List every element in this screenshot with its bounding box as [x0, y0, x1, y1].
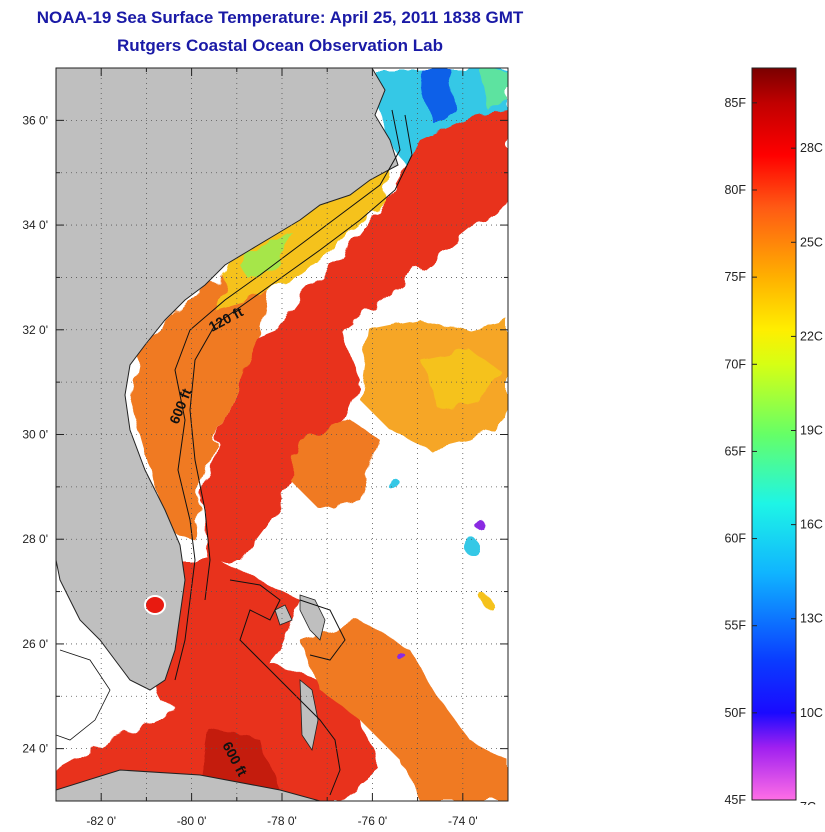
cold-spot [396, 651, 404, 659]
florida-straits-patch [150, 560, 300, 720]
celsius-label: 16C [800, 518, 823, 532]
contour-120ft [174, 109, 401, 681]
mid-orange-patch [290, 420, 380, 510]
fahrenheit-label: 50F [724, 706, 746, 720]
celsius-label: 13C [800, 612, 823, 626]
y-tick-label: 26 0' [22, 637, 48, 651]
x-axis-labels: -82 0' -80 0' -78 0' -76 0' -74 0' [86, 814, 477, 828]
fahrenheit-label: 45F [724, 793, 746, 805]
shelf-green-patch [240, 235, 295, 280]
celsius-label: 7C [800, 800, 816, 805]
offshore-yellow-patch [420, 350, 500, 410]
y-axis-labels: 36 0' 34 0' 32 0' 30 0' 28 0' 26 0' 24 0… [22, 113, 48, 755]
fahrenheit-labels: 85F 80F 75F 70F 65F 60F 55F 50F 45F [724, 96, 746, 805]
cuba-land [56, 769, 321, 801]
map-title: NOAA-19 Sea Surface Temperature: April 2… [36, 8, 524, 27]
fahrenheit-label: 85F [724, 96, 746, 110]
grid-lines [56, 68, 508, 801]
bahamas-island [274, 604, 293, 626]
sst-map: 120 ft 600 ft 600 ft -82 0' -80 0' -78 0… [22, 67, 509, 828]
cold-core-patch [420, 68, 455, 125]
celsius-label: 19C [800, 424, 823, 438]
celsius-labels: 28C 25C 22C 19C 16C 13C 10C 7C [800, 141, 823, 805]
bahamas-orange-patch [300, 620, 508, 801]
fahrenheit-label: 70F [724, 357, 746, 371]
cold-spot [389, 479, 401, 491]
bahamas-island [299, 594, 326, 641]
map-subtitle: Rutgers Coastal Ocean Observation Lab [117, 36, 443, 55]
x-tick-label: -78 0' [267, 814, 297, 828]
y-tick-label: 34 0' [22, 218, 48, 232]
fahrenheit-label: 60F [724, 532, 746, 546]
gulf-stream-north [270, 110, 508, 350]
map-panel: 120 ft 600 ft 600 ft [56, 68, 508, 801]
contour-gulf [56, 649, 111, 741]
axis-ticks [55, 67, 509, 802]
fahrenheit-label: 75F [724, 270, 746, 284]
x-tick-label: -80 0' [177, 814, 207, 828]
y-tick-label: 28 0' [22, 532, 48, 546]
colorbar-gradient [751, 67, 797, 801]
celsius-label: 10C [800, 706, 823, 720]
contour-bank [299, 599, 346, 661]
temperature-colorbar: 85F 80F 75F 70F 65F 60F 55F 50F 45F 28C … [724, 67, 823, 805]
cold-spot [462, 537, 478, 553]
contour-600ft [189, 114, 413, 601]
x-tick-label: -74 0' [448, 814, 478, 828]
y-tick-label: 30 0' [22, 428, 48, 442]
land-mass [56, 68, 399, 691]
bahamas-island [299, 679, 319, 752]
colorbar-ticks [752, 102, 796, 801]
x-tick-label: -82 0' [86, 814, 116, 828]
y-tick-label: 24 0' [22, 742, 48, 756]
fahrenheit-label: 80F [724, 183, 746, 197]
celsius-label: 22C [800, 329, 823, 343]
fahrenheit-label: 55F [724, 619, 746, 633]
cold-spot [480, 595, 490, 605]
celsius-label: 25C [800, 235, 823, 249]
x-tick-label: -76 0' [358, 814, 388, 828]
lake-okeechobee [144, 595, 166, 615]
sst-patches [56, 68, 508, 801]
y-tick-label: 32 0' [22, 323, 48, 337]
celsius-label: 28C [800, 141, 823, 155]
cold-spot [475, 520, 485, 530]
southern-warm-patch [56, 660, 380, 801]
cool-green-patch [480, 70, 508, 110]
y-tick-label: 36 0' [22, 113, 48, 127]
georgia-shelf [130, 270, 270, 540]
fahrenheit-label: 65F [724, 444, 746, 458]
contour-bahamas [229, 579, 341, 796]
